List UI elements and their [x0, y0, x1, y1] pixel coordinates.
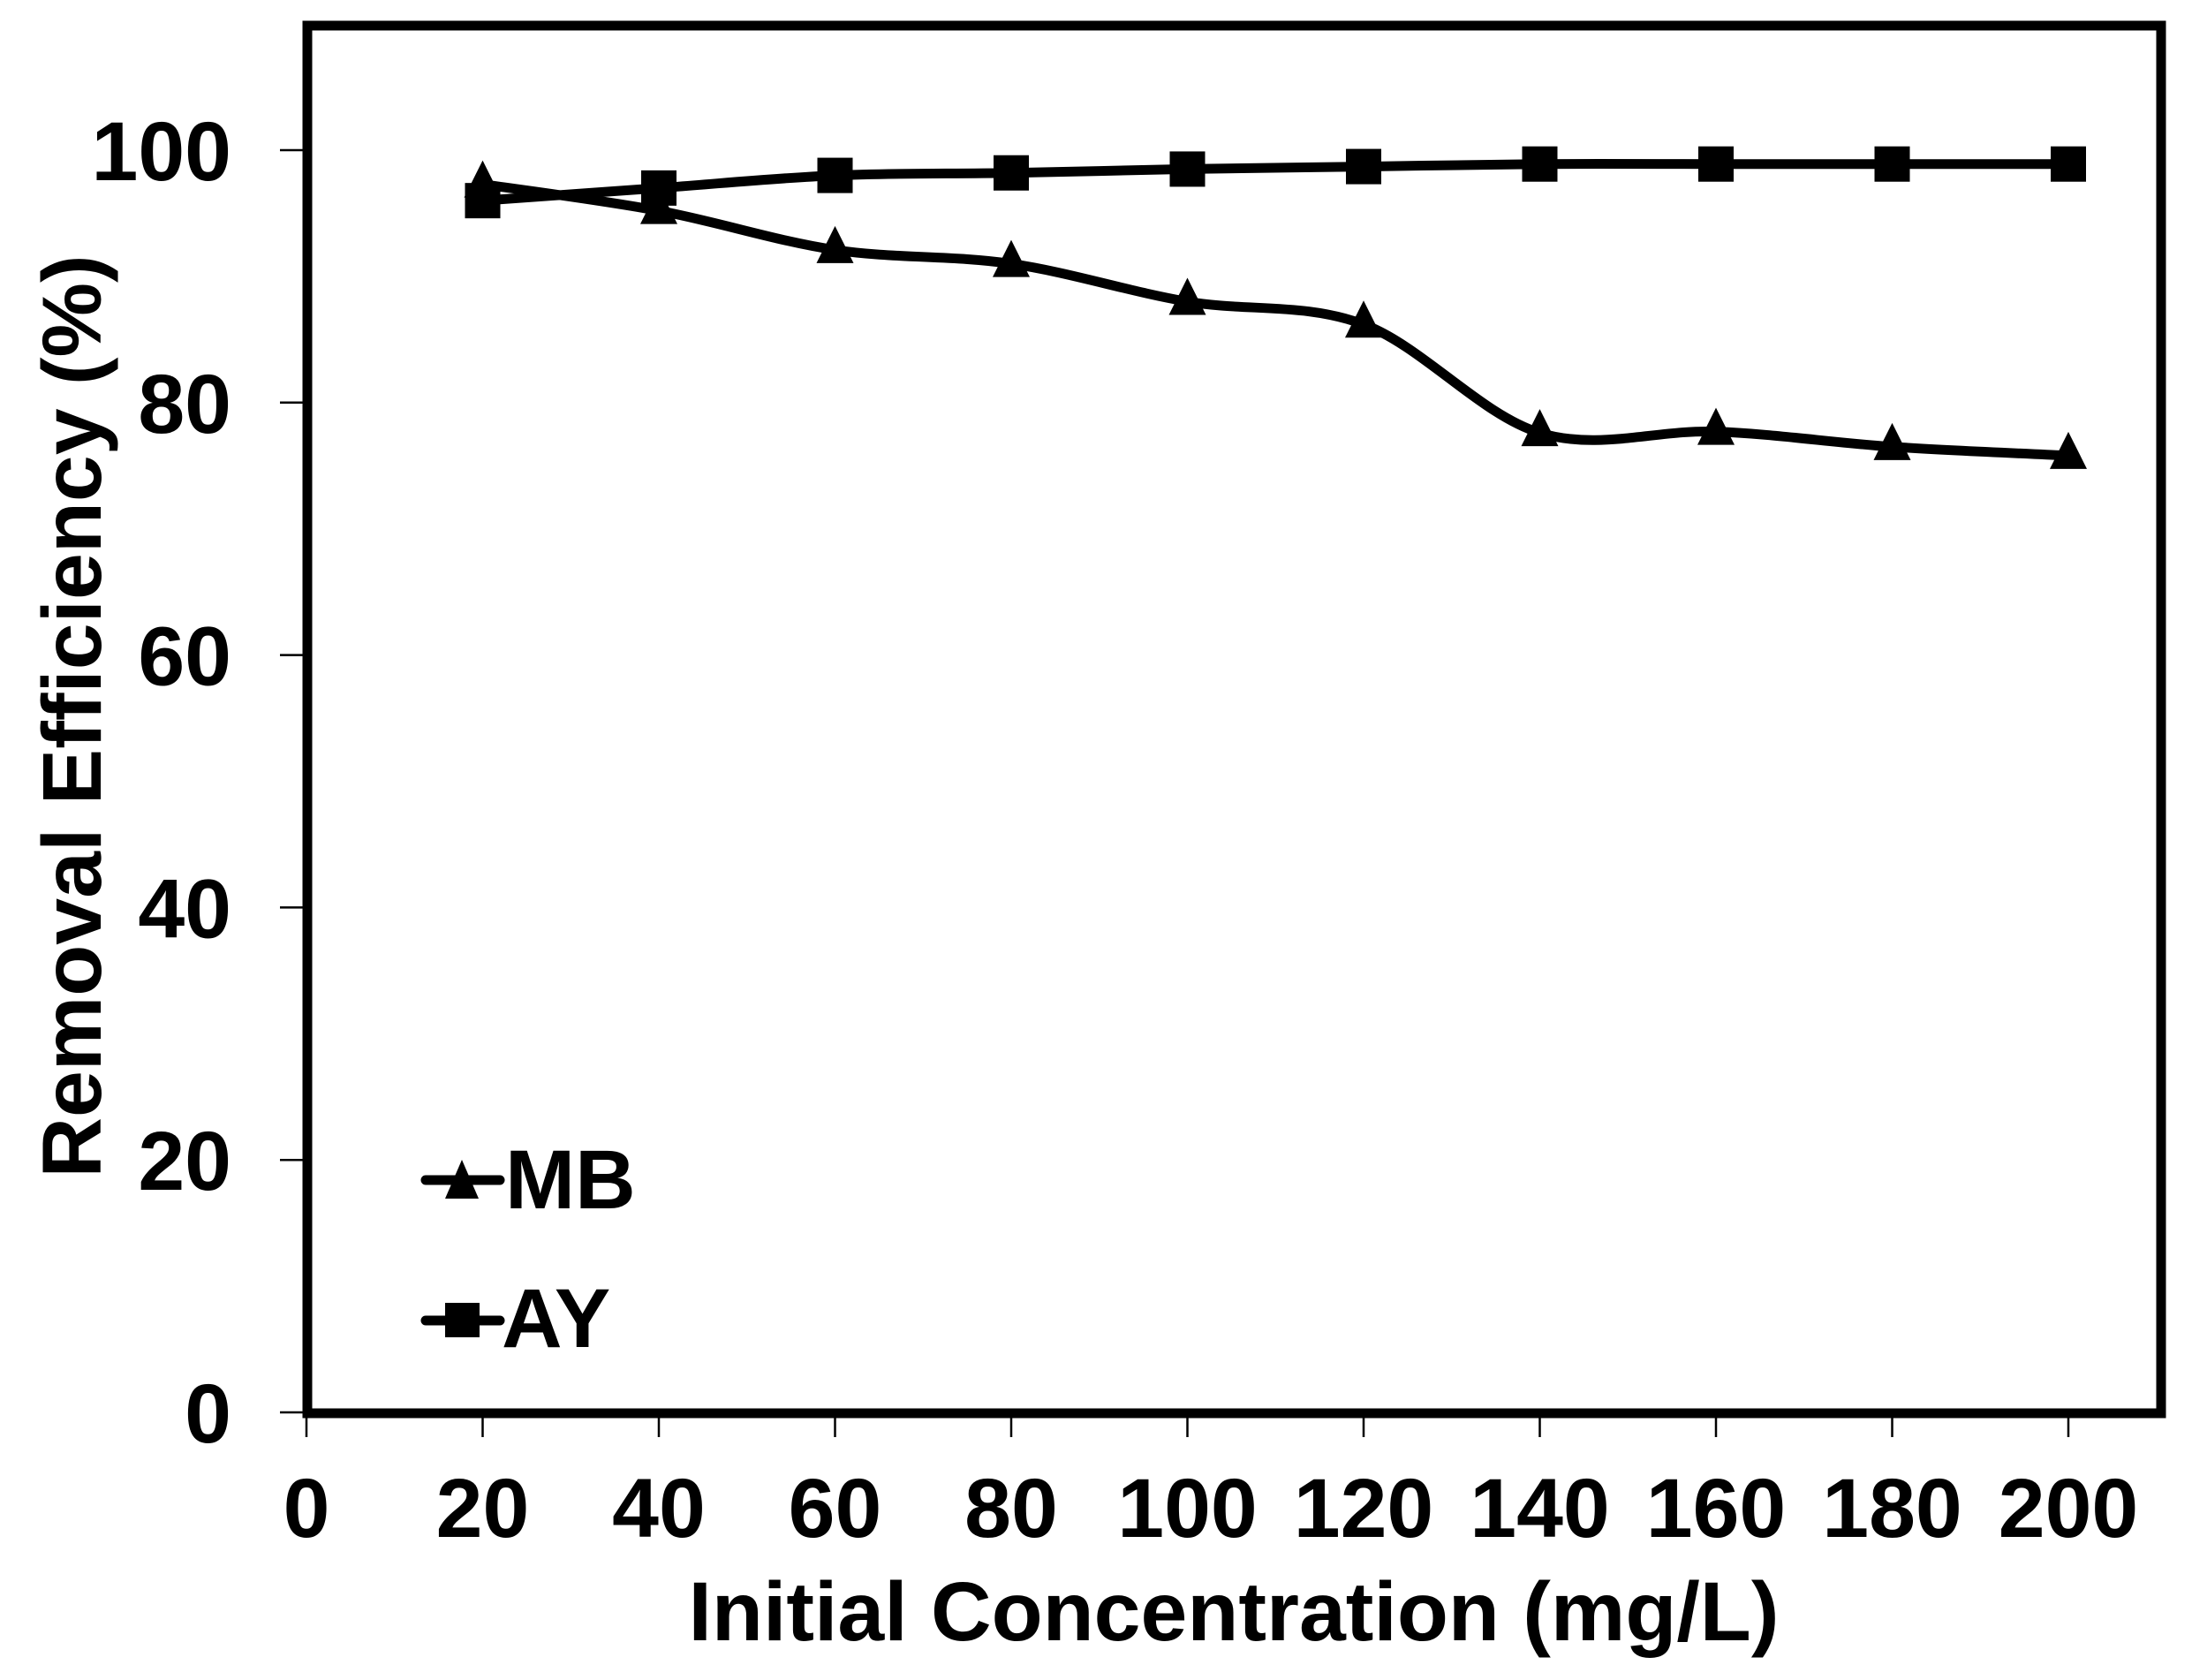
- triangle-marker-icon: [1168, 277, 1206, 315]
- legend-item-mb: MB: [420, 1133, 636, 1227]
- series-ay: [465, 146, 2086, 219]
- y-axis-title: Removal Efficiency (%): [26, 254, 119, 1177]
- plot-area: [302, 20, 2166, 1419]
- legend-item-ay: AY: [420, 1272, 610, 1366]
- x-tick-label: 140: [1470, 1462, 1610, 1555]
- square-marker-icon: [2051, 146, 2086, 182]
- x-tick-label: 80: [964, 1462, 1058, 1555]
- triangle-marker-icon: [1521, 409, 1559, 447]
- x-tick-label: 160: [1646, 1462, 1787, 1555]
- square-marker-icon: [465, 183, 501, 219]
- x-axis: 0 20 40 60 80 100 120 140 160 180 200: [283, 1413, 2139, 1555]
- square-marker-icon: [1522, 146, 1558, 182]
- square-marker-icon: [994, 155, 1029, 191]
- y-tick-label: 20: [138, 1115, 231, 1208]
- triangle-marker-icon: [1697, 407, 1735, 445]
- x-tick-label: 0: [283, 1462, 330, 1555]
- legend-label-ay: AY: [502, 1272, 610, 1366]
- y-tick-label: 100: [91, 105, 231, 199]
- x-tick-label: 200: [1999, 1462, 2139, 1555]
- x-tick-label: 120: [1294, 1462, 1434, 1555]
- series-line-ay: [478, 159, 2074, 206]
- triangle-marker-icon: [816, 225, 854, 263]
- legend: MB AY: [420, 1133, 636, 1366]
- series-layer: [464, 146, 2087, 469]
- y-tick-label: 0: [185, 1367, 231, 1461]
- y-tick-label: 60: [138, 610, 231, 704]
- square-marker-icon: [641, 170, 676, 206]
- triangle-marker-icon: [1873, 422, 1911, 460]
- x-axis-title: Initial Concentration (mg/L): [689, 1565, 1780, 1659]
- triangle-marker-icon: [1345, 300, 1382, 338]
- x-tick-label: 60: [789, 1462, 882, 1555]
- x-tick-label: 100: [1117, 1462, 1258, 1555]
- square-marker-icon: [1346, 148, 1381, 185]
- triangle-marker-icon: [2050, 431, 2087, 469]
- y-axis: 0 20 40 60 80 100: [91, 105, 307, 1461]
- y-tick-label: 80: [138, 358, 231, 451]
- series-line-mb: [478, 179, 2074, 461]
- plot-frame: [302, 20, 2166, 1419]
- y-tick-label: 40: [138, 862, 231, 956]
- triangle-icon: [445, 1160, 479, 1199]
- x-tick-label: 40: [612, 1462, 706, 1555]
- triangle-marker-icon: [993, 239, 1030, 277]
- x-tick-label: 180: [1822, 1462, 1962, 1555]
- square-icon: [445, 1303, 480, 1337]
- x-tick-label: 20: [436, 1462, 530, 1555]
- square-marker-icon: [1874, 146, 1910, 182]
- square-marker-icon: [1169, 151, 1206, 187]
- square-marker-icon: [1698, 146, 1734, 182]
- legend-label-mb: MB: [505, 1133, 636, 1227]
- square-marker-icon: [817, 157, 853, 193]
